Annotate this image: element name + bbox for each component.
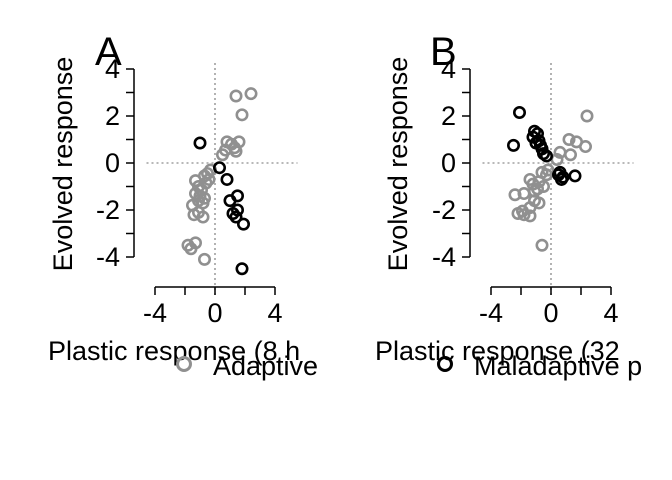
x-axis-title: Plastic response (32: [375, 336, 620, 366]
y-axis-title: Evolved response: [48, 57, 78, 272]
x-tick-label: 4: [603, 298, 618, 328]
panel-a: -4 -2 0 2 4 -4 0 4 Evolved response Plastic respo…: [48, 30, 300, 366]
y-tick-label: 2: [105, 101, 120, 131]
y-tick-label: -4: [96, 242, 120, 272]
y-tick-label: 0: [441, 148, 456, 178]
data-point: [235, 108, 249, 122]
x-tick-label: 4: [267, 298, 282, 328]
data-point: [578, 140, 592, 154]
y-tick-label: -4: [432, 242, 456, 272]
data-point: [244, 87, 258, 101]
data-point: [213, 161, 227, 175]
data-point: [508, 188, 522, 202]
data-point: [539, 168, 553, 182]
legend-marker-adaptive: [176, 356, 192, 372]
data-point: [511, 207, 525, 221]
data-point: [184, 242, 198, 256]
data-point: [506, 138, 520, 152]
y-tick-label: 0: [105, 148, 120, 178]
y-tick-label: -2: [96, 195, 120, 225]
legend-marker-maladaptive: [437, 356, 453, 372]
data-point: [229, 89, 243, 103]
data-point: [216, 148, 230, 162]
data-point: [562, 133, 576, 147]
x-tick-label: -4: [479, 298, 503, 328]
data-point: [523, 209, 537, 223]
legend-label-maladaptive: Maladaptive p: [474, 351, 642, 381]
legend-label-adaptive: Adaptive: [213, 351, 318, 381]
panel-label: A: [95, 30, 122, 74]
data-point: [229, 144, 243, 158]
panel-b: -4 -2 0 2 4 -4 0 4 Evolved response Plastic respo…: [375, 30, 634, 366]
data-point: [198, 252, 212, 266]
data-point: [229, 210, 243, 224]
data-point: [196, 210, 210, 224]
x-tick-label: 0: [207, 298, 222, 328]
data-point: [517, 208, 531, 222]
data-point: [563, 148, 577, 162]
x-tick-label: 0: [543, 298, 558, 328]
data-point: [568, 169, 582, 183]
data-point: [512, 105, 526, 119]
y-tick-label: -2: [432, 195, 456, 225]
x-axis-title: Plastic response (8 h: [48, 336, 300, 366]
y-tick-label: 4: [105, 54, 120, 84]
data-point: [193, 136, 207, 150]
data-point: [554, 172, 568, 186]
panel-label: B: [430, 30, 457, 74]
legend: Adaptive Maladaptive p: [176, 351, 642, 381]
data-point: [237, 217, 251, 231]
x-tick-label: -4: [143, 298, 167, 328]
y-axis-title: Evolved response: [383, 57, 413, 272]
y-tick-label: 2: [441, 101, 456, 131]
data-point: [539, 149, 553, 163]
data-point: [220, 172, 234, 186]
data-point: [535, 238, 549, 252]
y-tick-label: 4: [441, 54, 456, 84]
data-point: [223, 194, 237, 208]
data-point: [235, 262, 249, 276]
data-point: [580, 109, 594, 123]
